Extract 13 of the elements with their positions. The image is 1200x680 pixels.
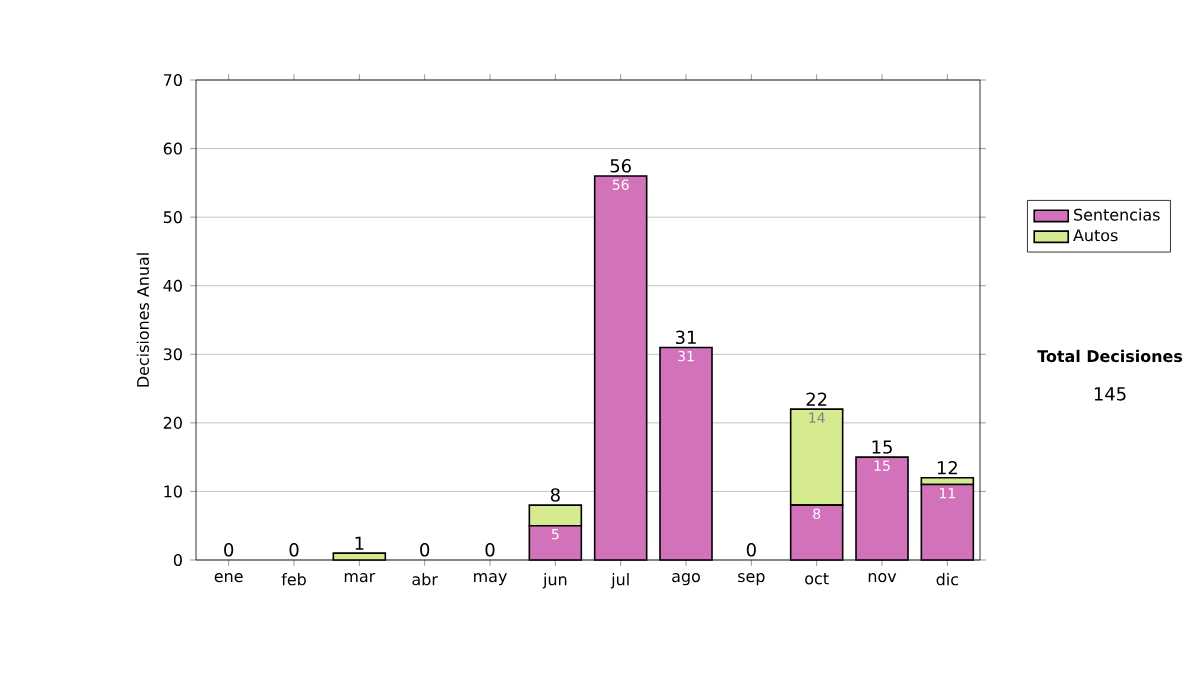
total-label: 56	[610, 159, 631, 173]
total-label: 0	[289, 543, 299, 557]
total-label: 0	[746, 543, 756, 557]
total-label: 22	[806, 392, 827, 406]
total-label: 12	[937, 461, 957, 475]
text: 145	[1094, 387, 1126, 401]
total-label: 1	[355, 536, 364, 550]
total-label: 0	[485, 543, 495, 557]
total-label: 31	[675, 330, 696, 345]
total-label: 0	[420, 543, 430, 557]
total-label: 8	[550, 488, 560, 502]
total-label: 15	[872, 440, 892, 454]
total-label: 0	[224, 543, 234, 557]
